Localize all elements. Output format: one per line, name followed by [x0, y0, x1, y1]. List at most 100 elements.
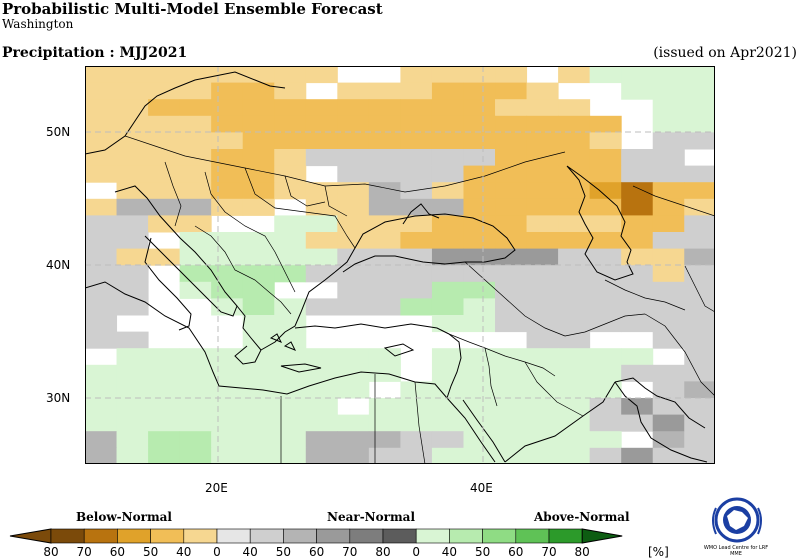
- probability-cell: [431, 414, 464, 432]
- probability-cell: [589, 364, 622, 382]
- colorbar-tick-label: 80: [43, 545, 59, 559]
- colorbar-unit: [%]: [648, 545, 669, 559]
- probability-cell: [652, 215, 685, 233]
- probability-cell: [431, 232, 464, 250]
- probability-cell: [148, 215, 181, 233]
- probability-cell: [495, 364, 528, 382]
- probability-cell: [337, 265, 370, 283]
- probability-cell: [621, 198, 654, 216]
- probability-cell: [368, 182, 401, 200]
- colorbar-tick-label: 60: [308, 545, 325, 559]
- probability-cell: [495, 232, 528, 250]
- probability-cell: [558, 265, 591, 283]
- probability-cell: [558, 281, 591, 299]
- probability-cell: [274, 215, 307, 233]
- probability-cell: [463, 115, 496, 133]
- probability-cell: [400, 381, 433, 399]
- probability-cell: [85, 281, 118, 299]
- map-subtitle: Washington: [2, 17, 74, 31]
- probability-cell: [116, 165, 149, 183]
- probability-cell: [621, 232, 654, 250]
- probability-cell: [684, 215, 715, 233]
- probability-cell: [621, 182, 654, 200]
- probability-cell: [179, 99, 212, 117]
- probability-cell: [400, 165, 433, 183]
- probability-cell: [652, 315, 685, 333]
- probability-cell: [526, 348, 559, 366]
- colorbar-tick-label: 50: [142, 545, 159, 559]
- probability-cell: [684, 315, 715, 333]
- probability-cell: [148, 182, 181, 200]
- probability-cell: [558, 182, 591, 200]
- colorbar-tick-label: 50: [275, 545, 292, 559]
- probability-cell: [368, 115, 401, 133]
- probability-cell: [116, 66, 149, 84]
- probability-cell: [431, 315, 464, 333]
- probability-cell: [116, 198, 149, 216]
- probability-cell: [526, 165, 559, 183]
- probability-cell: [463, 132, 496, 150]
- probability-cell: [116, 149, 149, 167]
- probability-cell: [368, 165, 401, 183]
- probability-cell: [495, 198, 528, 216]
- probability-cell: [242, 414, 275, 432]
- probability-cell: [274, 132, 307, 150]
- probability-cell: [305, 298, 338, 316]
- probability-cell: [558, 248, 591, 266]
- probability-cell: [589, 132, 622, 150]
- probability-cell: [463, 232, 496, 250]
- probability-cell: [148, 198, 181, 216]
- probability-cell: [652, 132, 685, 150]
- probability-cell: [558, 431, 591, 449]
- probability-cell: [526, 398, 559, 416]
- probability-cell: [652, 265, 685, 283]
- probability-cell: [179, 182, 212, 200]
- probability-cell: [495, 99, 528, 117]
- probability-cell: [621, 315, 654, 333]
- probability-cell: [116, 381, 149, 399]
- probability-cell: [211, 115, 244, 133]
- probability-cell: [431, 198, 464, 216]
- probability-cell: [495, 381, 528, 399]
- probability-cell: [242, 232, 275, 250]
- probability-cell: [337, 232, 370, 250]
- probability-cell: [242, 165, 275, 183]
- probability-cell: [526, 82, 559, 100]
- probability-cell: [85, 398, 118, 416]
- probability-cell: [589, 265, 622, 283]
- probability-cell: [495, 298, 528, 316]
- probability-cell: [211, 398, 244, 416]
- probability-cell: [179, 82, 212, 100]
- probability-cell: [431, 66, 464, 84]
- probability-cell: [684, 331, 715, 349]
- colorbar-tick-label: 0: [412, 545, 421, 559]
- colorbar-tick-label: 60: [508, 545, 524, 559]
- probability-cell: [621, 298, 654, 316]
- probability-cell: [274, 331, 307, 349]
- probability-colorbar: [9, 528, 623, 544]
- probability-cell: [368, 265, 401, 283]
- probability-cell: [652, 149, 685, 167]
- probability-cell: [495, 115, 528, 133]
- probability-cell: [274, 364, 307, 382]
- probability-cell: [526, 99, 559, 117]
- probability-cell: [368, 215, 401, 233]
- legend-above-normal-label: Above-Normal: [534, 510, 630, 524]
- probability-cell: [495, 447, 528, 464]
- probability-cell: [431, 398, 464, 416]
- probability-cell: [431, 431, 464, 449]
- probability-cell: [337, 215, 370, 233]
- probability-cell: [337, 381, 370, 399]
- wmo-logo-caption: WMO Lead Centre for LRF MME: [703, 545, 769, 557]
- probability-cell: [589, 281, 622, 299]
- lat-label-30n: 30N: [46, 391, 71, 405]
- colorbar-tick-label: 0: [213, 545, 221, 559]
- probability-cell: [85, 414, 118, 432]
- probability-cell: [211, 381, 244, 399]
- probability-cell: [431, 281, 464, 299]
- probability-cell: [337, 281, 370, 299]
- probability-cell: [684, 198, 715, 216]
- probability-cell: [431, 381, 464, 399]
- colorbar-arrow-left: [9, 528, 52, 544]
- probability-cell: [684, 132, 715, 150]
